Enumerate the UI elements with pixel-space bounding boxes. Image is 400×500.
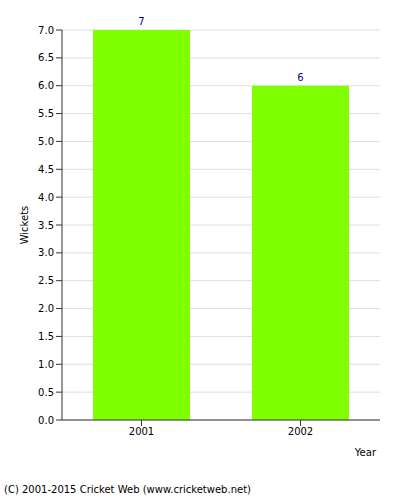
svg-text:1.5: 1.5: [38, 331, 54, 342]
svg-text:7: 7: [138, 16, 144, 27]
svg-text:5.5: 5.5: [38, 108, 54, 119]
svg-text:4.0: 4.0: [38, 192, 54, 203]
svg-text:0.0: 0.0: [38, 415, 54, 426]
svg-text:6.0: 6.0: [38, 80, 54, 91]
svg-text:2.5: 2.5: [38, 275, 54, 286]
svg-text:3.5: 3.5: [38, 220, 54, 231]
svg-text:2002: 2002: [288, 426, 313, 437]
svg-text:7.0: 7.0: [38, 25, 54, 36]
svg-text:1.0: 1.0: [38, 359, 54, 370]
svg-text:4.5: 4.5: [38, 164, 54, 175]
svg-text:6: 6: [297, 72, 303, 83]
svg-text:0.5: 0.5: [38, 387, 54, 398]
svg-text:6.5: 6.5: [38, 52, 54, 63]
html-text:(C) 2001-2015 Cricket Web (www: (C) 2001-2015 Cricket Web (www.cricketwe…: [4, 484, 251, 495]
svg-text:2.0: 2.0: [38, 303, 54, 314]
svg-text:5.0: 5.0: [38, 136, 54, 147]
svg-text:2001: 2001: [129, 426, 154, 437]
svg-text:3.0: 3.0: [38, 247, 54, 258]
svg-text:Wickets: Wickets: [19, 206, 30, 245]
svg-text:Year: Year: [354, 447, 377, 458]
